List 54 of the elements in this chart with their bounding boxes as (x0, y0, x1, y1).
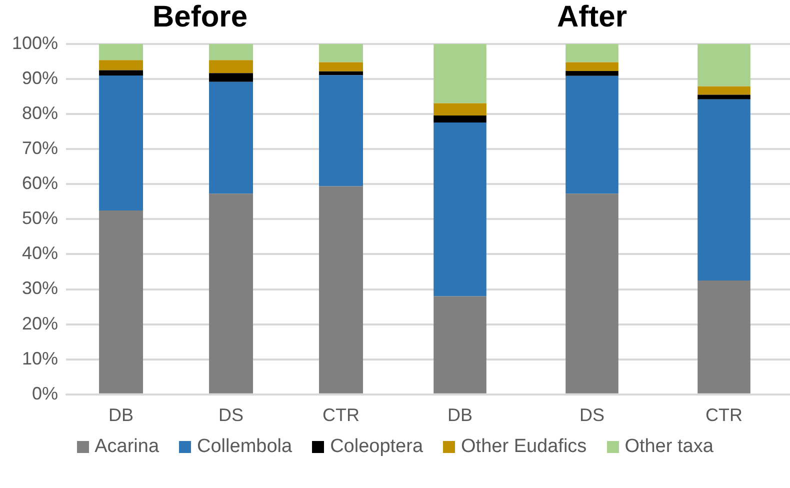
bar (319, 186, 364, 394)
bar (319, 75, 364, 186)
bar (434, 103, 486, 116)
y-tick-label: 40% (22, 243, 58, 264)
legend-label: Other Eudafics (461, 436, 587, 458)
legend-label: Acarina (94, 436, 160, 458)
y-tick-label: 10% (22, 348, 58, 368)
legend-label: Other taxa (624, 436, 714, 458)
bar (99, 60, 144, 70)
bar (566, 76, 618, 194)
legend-label: Coleoptera (330, 436, 424, 458)
bar (566, 62, 618, 71)
bar (209, 73, 254, 82)
bar (698, 94, 750, 100)
bar (209, 82, 254, 194)
y-tick-label: 70% (22, 138, 58, 158)
bar (434, 44, 486, 104)
y-tick-label: 30% (22, 278, 58, 298)
y-tick-label: 60% (22, 173, 58, 194)
y-tick-label: 80% (22, 103, 58, 124)
x-tick-label: DB (447, 405, 473, 426)
bar (698, 44, 750, 86)
bar (698, 86, 750, 95)
x-tick-label: DS (218, 405, 244, 426)
bar (566, 44, 618, 62)
bar (434, 296, 486, 394)
bar (99, 44, 144, 60)
y-tick-label: 20% (22, 313, 58, 334)
bar (698, 280, 750, 394)
x-tick-label: DS (579, 405, 605, 426)
bar (209, 44, 254, 60)
chart-title: Before (152, 0, 248, 34)
bar (99, 70, 144, 76)
bar (319, 62, 364, 72)
bar (319, 71, 364, 76)
bar (209, 194, 254, 394)
bar (566, 70, 618, 76)
bar (99, 210, 144, 394)
bar (434, 115, 486, 122)
y-tick-label: 0% (32, 383, 58, 404)
legend-label: Collembola (197, 436, 292, 458)
bar (434, 122, 486, 296)
bar (319, 44, 364, 62)
x-tick-label: CTR (322, 405, 360, 426)
chart-title: After (556, 0, 628, 34)
x-tick-label: DB (108, 405, 134, 426)
bar (209, 60, 254, 74)
bar (698, 99, 750, 281)
y-tick-label: 90% (22, 68, 58, 88)
bar (566, 194, 618, 394)
y-tick-label: 100% (12, 32, 58, 53)
y-tick-label: 50% (22, 208, 58, 228)
x-tick-label: CTR (706, 405, 742, 426)
bar (99, 76, 144, 210)
